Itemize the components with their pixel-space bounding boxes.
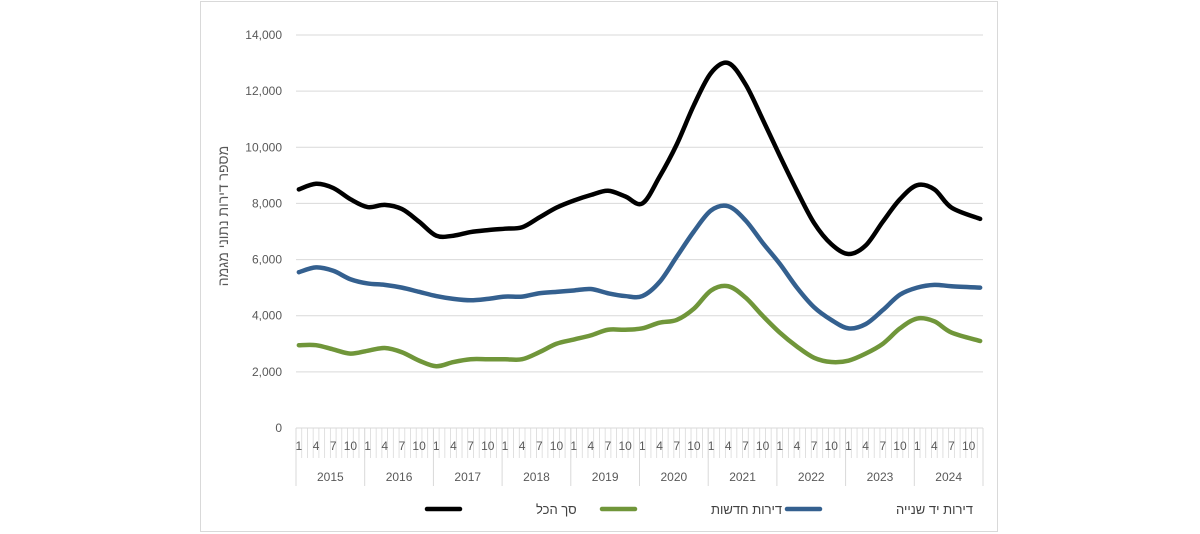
series-line-1: [296, 283, 983, 369]
x-year-label: 2018: [523, 470, 550, 484]
x-month-label: 4: [931, 439, 938, 453]
x-year-label: 2015: [317, 470, 344, 484]
x-month-label: 7: [811, 439, 818, 453]
x-month-label: 10: [893, 439, 907, 453]
x-month-label: 1: [570, 439, 577, 453]
y-tick-label: 0: [275, 421, 282, 435]
x-year-label: 2021: [729, 470, 756, 484]
y-tick-label: 8,000: [252, 196, 282, 210]
x-year-label: 2017: [454, 470, 481, 484]
y-tick-label: 2,000: [252, 365, 282, 379]
y-tick-label: 4,000: [252, 309, 282, 323]
x-month-label: 7: [948, 439, 955, 453]
x-year-label: 2024: [935, 470, 962, 484]
x-month-label: 1: [776, 439, 783, 453]
series-line-0: [296, 60, 983, 257]
x-month-label: 7: [330, 439, 337, 453]
chart-area: [200, 1, 998, 532]
plot-area: [296, 60, 983, 369]
y-tick-label: 14,000: [245, 28, 282, 42]
x-month-label: 7: [467, 439, 474, 453]
x-month-label: 4: [587, 439, 594, 453]
x-month-label: 10: [687, 439, 701, 453]
x-year-label: 2023: [867, 470, 894, 484]
x-month-label: 10: [825, 439, 839, 453]
x-year-label: 2022: [798, 470, 825, 484]
x-month-label: 4: [450, 439, 457, 453]
x-month-label: 4: [519, 439, 526, 453]
legend-label-1: דירות חדשות: [711, 502, 782, 517]
x-month-label: 10: [619, 439, 633, 453]
x-year-label: 2019: [592, 470, 619, 484]
x-month-label: 7: [605, 439, 612, 453]
x-month-label: 7: [673, 439, 680, 453]
x-month-label: 1: [708, 439, 715, 453]
y-axis-title: מספר דירות נתוני מגמה: [215, 146, 231, 286]
x-month-label: 10: [756, 439, 770, 453]
x-month-label: 1: [502, 439, 509, 453]
y-tick-label: 10,000: [245, 140, 282, 154]
x-month-label: 4: [656, 439, 663, 453]
series-line-2: [296, 203, 983, 331]
x-month-label: 10: [481, 439, 495, 453]
x-month-label: 7: [742, 439, 749, 453]
legend-label-0: סך הכל: [536, 502, 577, 517]
x-month-label: 4: [862, 439, 869, 453]
x-year-label: 2016: [386, 470, 413, 484]
x-month-label: 10: [550, 439, 564, 453]
y-axis: 0 2,000 4,000 6,000 8,000 10,000 12,000 14,000: [245, 28, 282, 435]
x-month-label: 10: [344, 439, 358, 453]
x-month-label: 1: [914, 439, 921, 453]
y-tick-label: 12,000: [245, 84, 282, 98]
x-year-label: 2020: [660, 470, 687, 484]
x-month-label: 4: [725, 439, 732, 453]
x-month-label: 10: [412, 439, 426, 453]
x-month-label: 10: [962, 439, 976, 453]
x-month-label: 7: [879, 439, 886, 453]
legend-label-2: דירות יד שנייה: [896, 502, 973, 517]
x-month-label: 7: [536, 439, 543, 453]
x-month-label: 4: [381, 439, 388, 453]
x-month-label: 1: [296, 439, 303, 453]
x-month-label: 4: [313, 439, 320, 453]
x-month-label: 1: [845, 439, 852, 453]
legend: סך הכל דירות חדשות דירות יד שנייה: [424, 502, 973, 517]
gridlines: [296, 34, 983, 373]
x-month-label: 7: [399, 439, 406, 453]
x-month-label: 4: [794, 439, 801, 453]
x-month-label: 1: [639, 439, 646, 453]
y-tick-label: 6,000: [252, 253, 282, 267]
x-month-label: 1: [364, 439, 371, 453]
x-month-label: 1: [433, 439, 440, 453]
